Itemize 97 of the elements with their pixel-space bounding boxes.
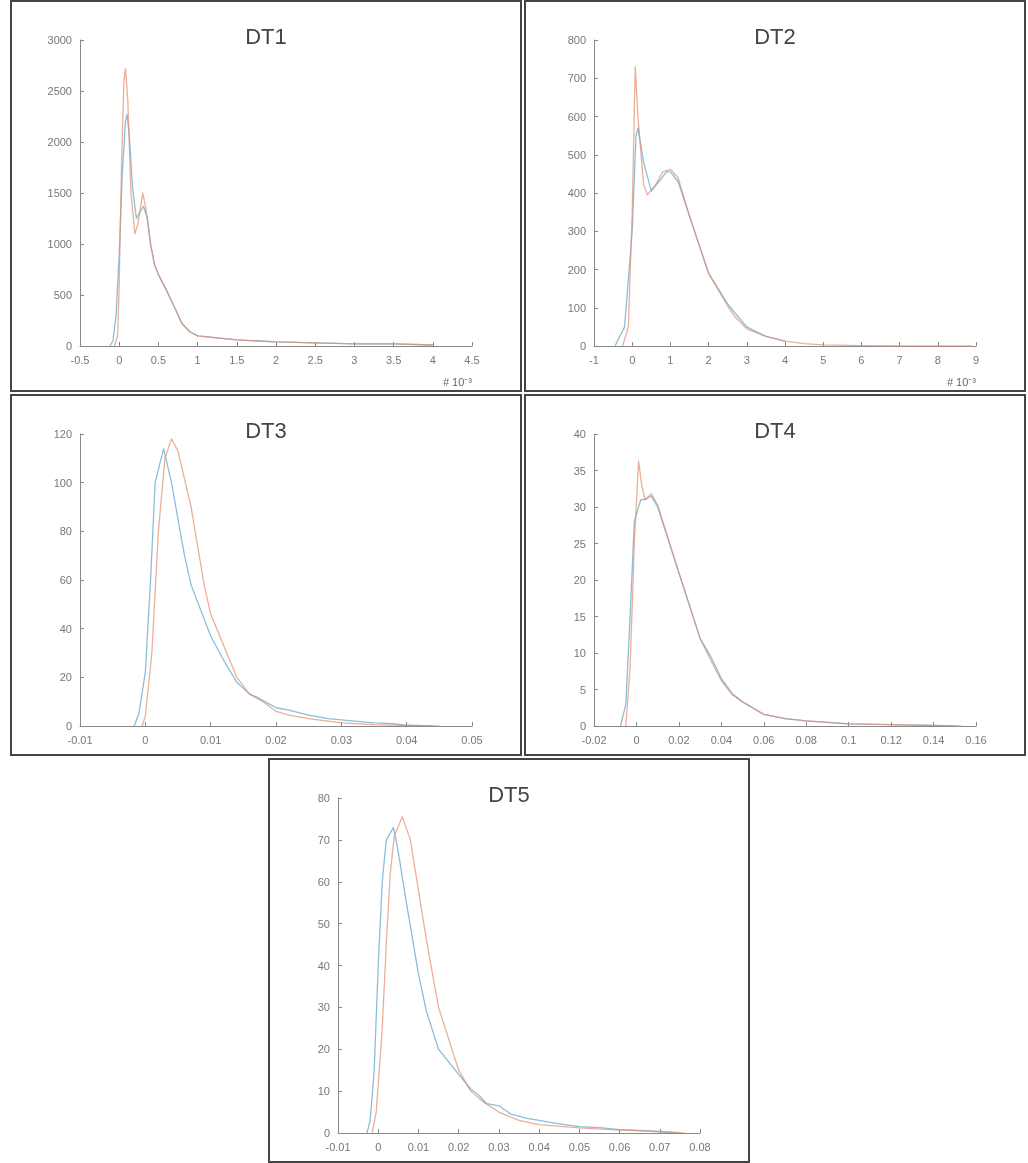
x-tick-label: -0.02: [581, 733, 607, 746]
chart-title: DT4: [754, 417, 796, 443]
x-tick-label: 0.04: [528, 1140, 550, 1153]
x-tick-label: 0.01: [407, 1140, 430, 1153]
y-tick-label: 80: [59, 525, 72, 538]
y-tick-label: 600: [567, 110, 586, 123]
x-tick-label: 1: [667, 353, 674, 366]
x-tick-label: 0.04: [710, 733, 733, 746]
y-tick-label: 40: [59, 622, 72, 635]
y-tick-label: 60: [317, 875, 330, 888]
y-tick-label: 120: [53, 428, 72, 440]
x-tick-label: 9: [972, 353, 980, 366]
x-tick-label: 0.05: [568, 1140, 591, 1153]
x-tick-label: 0.08: [689, 1140, 711, 1153]
y-tick-label: 3000: [47, 34, 72, 46]
x-tick-label: 6: [858, 353, 865, 366]
y-tick-label: 5: [579, 683, 586, 696]
y-tick-label: 0: [579, 720, 586, 732]
x-tick-label: 0.03: [488, 1140, 510, 1153]
y-tick-label: 500: [53, 289, 72, 301]
y-tick-label: 10: [573, 647, 586, 659]
x-tick-label: 0.1: [841, 733, 857, 746]
x-tick-label: 2.5: [307, 353, 323, 366]
x-tick-label: 0.04: [395, 733, 418, 746]
x-tick-label: 4.5: [464, 353, 480, 366]
x-tick-label: 8: [934, 353, 941, 366]
x-tick-label: 0.03: [330, 733, 353, 746]
x-tick-label: -0.5: [70, 353, 90, 366]
y-tick-label: 200: [567, 263, 586, 276]
y-tick-label: 500: [567, 148, 586, 161]
y-tick-label: 300: [567, 225, 586, 238]
x-tick-label: 0: [116, 353, 123, 366]
chart-title: DT1: [245, 23, 287, 49]
x-tick-label: 0.07: [649, 1140, 671, 1153]
x-tick-label: 2: [272, 353, 280, 366]
x-tick-label: 1: [194, 353, 201, 366]
y-tick-label: 20: [317, 1043, 330, 1056]
y-tick-label: 0: [579, 340, 586, 352]
y-tick-label: 20: [59, 671, 72, 684]
y-tick-label: 0: [323, 1127, 330, 1139]
y-tick-label: 0: [65, 720, 72, 732]
y-tick-label: 35: [573, 464, 586, 477]
y-tick-label: 40: [317, 959, 330, 972]
x-tick-label: 0.12: [880, 733, 902, 746]
x-axis-title: # 10⁻³: [442, 375, 473, 388]
x-tick-label: 4: [781, 353, 789, 366]
x-tick-label: 5: [820, 353, 827, 366]
x-tick-label: 2: [705, 353, 712, 366]
y-tick-label: 400: [567, 187, 586, 199]
y-tick-label: 100: [53, 476, 72, 489]
x-tick-label: 7: [896, 353, 903, 366]
x-axis-title: # 10⁻³: [946, 375, 977, 388]
chart-title: DT2: [754, 23, 796, 49]
x-tick-label: 4: [429, 353, 436, 366]
x-tick-label: 0.02: [668, 733, 690, 746]
y-tick-label: 50: [317, 917, 330, 930]
y-tick-label: 1500: [47, 187, 72, 199]
x-tick-label: 0.08: [795, 733, 817, 746]
x-tick-label: 0.06: [608, 1140, 631, 1153]
x-tick-label: 3: [351, 353, 358, 366]
y-tick-label: 25: [573, 537, 586, 550]
x-tick-label: -0.01: [67, 733, 93, 746]
y-tick-label: 0: [65, 340, 72, 352]
chart-title: DT5: [488, 781, 530, 807]
chart-title: DT3: [245, 417, 287, 443]
y-tick-label: 80: [317, 792, 330, 804]
y-tick-label: 20: [573, 574, 586, 586]
x-tick-label: 0: [633, 733, 640, 746]
y-tick-label: 100: [567, 301, 586, 314]
x-tick-label: 0.02: [447, 1140, 470, 1153]
y-tick-label: 40: [573, 428, 586, 440]
y-tick-label: 2500: [47, 85, 72, 97]
x-tick-label: 0: [629, 353, 636, 366]
y-tick-label: 1000: [47, 238, 72, 250]
y-tick-label: 30: [573, 501, 586, 513]
y-tick-label: 60: [59, 574, 72, 586]
y-tick-label: 30: [317, 1001, 330, 1014]
x-tick-label: 3.5: [385, 353, 402, 366]
x-tick-label: 0.05: [461, 733, 483, 746]
x-tick-label: 0.02: [265, 733, 287, 746]
x-tick-label: 0.06: [753, 733, 775, 746]
y-tick-label: 10: [317, 1085, 330, 1098]
x-tick-label: 0.14: [922, 733, 945, 746]
x-tick-label: 3: [743, 353, 750, 366]
y-tick-label: 15: [573, 610, 586, 623]
y-tick-label: 700: [567, 72, 586, 85]
x-tick-label: -1: [589, 353, 599, 366]
x-tick-label: 0.5: [150, 353, 167, 366]
y-tick-label: 800: [567, 34, 586, 46]
x-tick-label: 0: [375, 1140, 382, 1153]
x-tick-label: 0.16: [965, 733, 987, 746]
x-tick-label: -0.01: [325, 1140, 351, 1153]
y-tick-label: 2000: [47, 136, 72, 148]
y-tick-label: 70: [317, 833, 330, 846]
x-tick-label: 0.01: [199, 733, 222, 746]
x-tick-label: 1.5: [229, 353, 245, 366]
x-tick-label: 0: [142, 733, 149, 746]
